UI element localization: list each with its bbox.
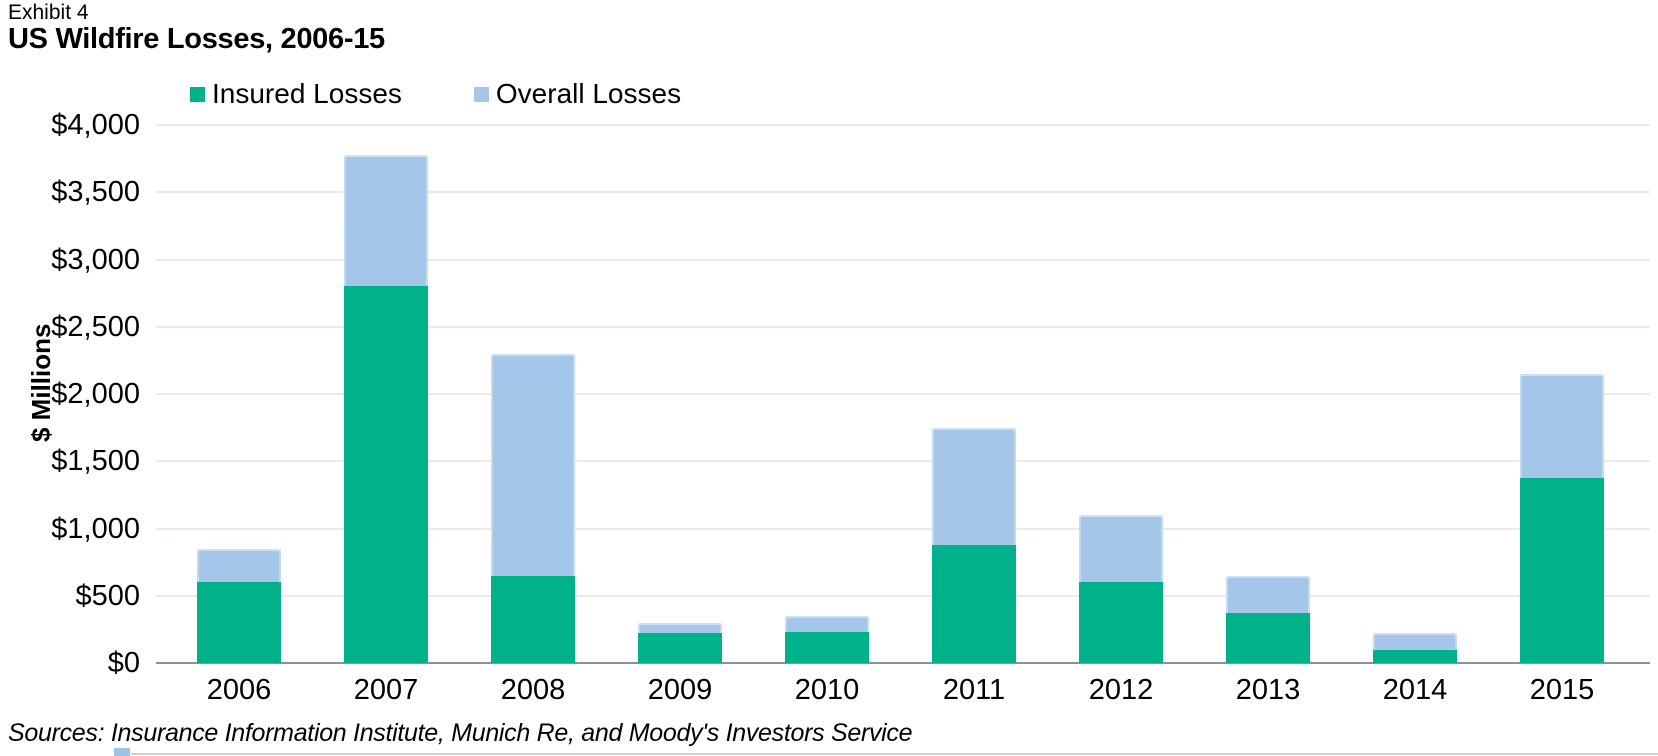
bar-2014-overall-segment [1373,632,1457,650]
overall-losses-swatch-icon [473,86,489,102]
x-tick-label-2009: 2009 [647,674,713,706]
bar-2009-overall-segment [638,622,722,633]
bar-2011 [932,427,1016,663]
bar-2008 [491,353,575,663]
gridline [156,325,1650,328]
y-tick-label-3500: $3,500 [51,176,140,209]
cropped-next-element-swatch [114,748,130,756]
gridline [156,191,1650,194]
bar-2012 [1079,515,1163,663]
y-tick-label-1000: $1,000 [51,512,140,545]
x-tick-label-2012: 2012 [1088,674,1154,706]
bar-2012-insured-segment [1079,582,1163,663]
x-tick-label-2008: 2008 [500,674,566,706]
x-tick-label-2015: 2015 [1529,674,1595,706]
y-tick-label-1500: $1,500 [51,445,140,478]
bar-2009 [638,622,722,663]
insured-losses-swatch-icon [190,86,205,102]
legend-item-overall-losses: Overall Losses [473,78,682,109]
gridline [156,527,1650,530]
bar-2012-overall-segment [1079,515,1163,583]
x-tick-label-2007: 2007 [353,674,419,706]
bar-2013-insured-segment [1226,612,1310,663]
y-tick-label-3000: $3,000 [51,243,140,276]
legend-label-overall: Overall Losses [495,78,682,109]
page-title: US Wildfire Losses, 2006-15 [8,23,385,55]
x-tick-label-2013: 2013 [1235,674,1301,706]
gridline [156,258,1650,261]
bar-2014-insured-segment [1373,649,1457,663]
x-tick-label-2014: 2014 [1382,674,1448,706]
bar-2007-insured-segment [344,286,428,663]
gridline [156,594,1650,597]
y-tick-label-0: $0 [107,647,140,679]
y-tick-label-4000: $4,000 [51,109,140,141]
bar-2013-overall-segment [1226,575,1310,613]
source-note: Sources: Insurance Information Institute… [8,719,913,747]
y-tick-label-2000: $2,000 [51,378,140,410]
legend: Insured Losses Overall Losses [190,79,681,109]
bar-2006-insured-segment [197,582,281,663]
plot-area [156,124,1650,664]
x-tick-label-2011: 2011 [942,674,1006,706]
bar-2008-insured-segment [491,575,575,663]
bar-2015 [1520,373,1604,663]
x-axis-baseline [156,662,1650,664]
bar-2007-overall-segment [344,155,428,287]
gridline [156,393,1650,395]
bar-2008-overall-segment [491,353,575,576]
gridline [156,124,1650,126]
bar-2014 [1373,632,1457,663]
bar-2010 [785,615,869,663]
legend-label-insured: Insured Losses [212,78,402,109]
bar-2013 [1226,575,1310,663]
x-tick-label-2006: 2006 [206,674,272,706]
bar-2006 [197,548,281,663]
bar-2011-overall-segment [932,427,1016,546]
y-tick-label-2500: $2,500 [51,310,140,343]
bar-2015-overall-segment [1520,373,1604,479]
bar-2006-overall-segment [197,548,281,583]
bar-2011-insured-segment [932,545,1016,663]
bar-2010-insured-segment [785,632,869,663]
bar-2010-overall-segment [785,615,869,633]
cropped-next-element-rule [131,753,1658,755]
bar-2015-insured-segment [1520,478,1604,663]
bar-2007 [344,155,428,663]
y-tick-label-500: $500 [75,579,140,612]
gridline [156,460,1650,463]
legend-item-insured-losses: Insured Losses [190,79,402,109]
x-tick-label-2010: 2010 [794,674,860,706]
bar-2009-insured-segment [638,632,722,663]
exhibit-label: Exhibit 4 [8,1,89,24]
